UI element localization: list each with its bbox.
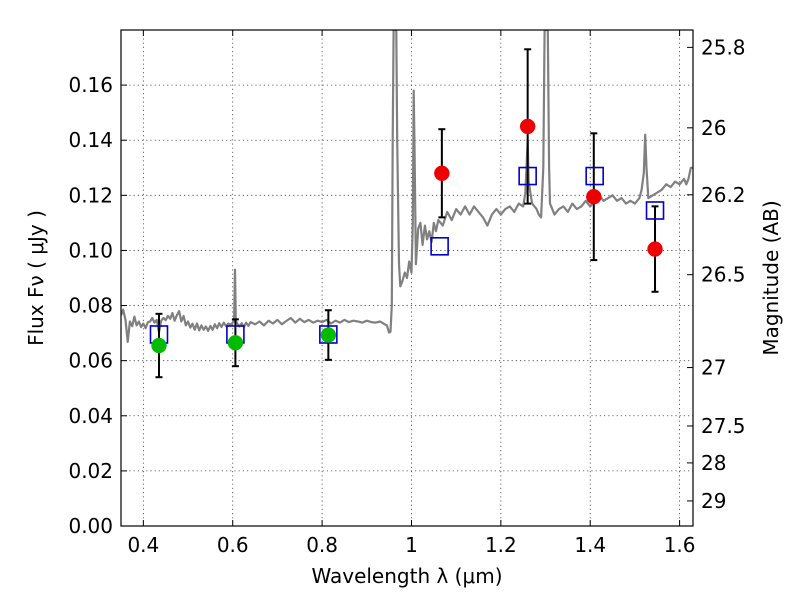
optical-flux-point (151, 337, 167, 354)
right-tick-label: 27.5 (701, 414, 746, 438)
right-tick-label: 26.5 (701, 263, 746, 287)
model-box-marker (319, 325, 338, 344)
y-tick-label: 0.12 (68, 183, 113, 207)
right-tick-label: 25.8 (701, 35, 746, 59)
y-axis-title: Flux Fν ( μJy ) (24, 210, 48, 346)
x-tick-label: 0.6 (217, 533, 249, 557)
nir-flux-point (586, 188, 602, 205)
right-tick-label: 29 (701, 489, 726, 513)
nir-flux-point (434, 165, 450, 182)
optical-flux-point (227, 335, 244, 351)
y-tick-label: 0.02 (68, 459, 113, 483)
x-tick-label: 1.6 (664, 533, 696, 557)
y-tick-label: 0.10 (68, 238, 113, 262)
y-tick-label: 0.14 (68, 128, 113, 152)
x-tick-label: 0.8 (306, 533, 338, 557)
observed-points-layer (151, 118, 663, 354)
y-tick-label: 0.06 (68, 349, 113, 373)
y-tick-label: 0.04 (68, 404, 113, 428)
x-tick-label: 1.4 (574, 533, 606, 557)
template-spectrum-line (121, 30, 693, 343)
plot-frame (120, 29, 694, 527)
nir-flux-point (647, 241, 663, 257)
nir-flux-point (519, 118, 536, 135)
y-tick-label: 0.00 (68, 514, 113, 538)
right-tick-label: 27 (701, 356, 726, 380)
right-tick-label: 28 (701, 451, 726, 475)
right-axis-title: Magnitude (AB) (759, 200, 783, 355)
x-tick-label: 1.2 (485, 533, 517, 557)
model-box-marker (585, 166, 604, 186)
right-tick-label: 26.2 (701, 183, 746, 207)
x-tick-label: 1 (405, 533, 418, 557)
template-spectrum-layer (121, 30, 693, 343)
optical-flux-point (320, 327, 337, 343)
right-tick-label: 26 (701, 116, 726, 140)
x-tick-label: 0.4 (127, 533, 159, 557)
model-box-layer (149, 166, 665, 344)
model-box-marker (518, 166, 537, 186)
model-box-marker (645, 201, 665, 220)
model-box-marker (430, 237, 449, 256)
y-tick-label: 0.08 (68, 294, 113, 318)
axis-ticks: 0.4 0.6 0.8 1 1.2 1.4 1.6 0.00 0.02 0.04 0.06 0.08 0… (68, 30, 746, 557)
y-tick-label: 0.16 (68, 73, 113, 97)
x-axis-title: Wavelength λ (μm) (311, 564, 502, 588)
